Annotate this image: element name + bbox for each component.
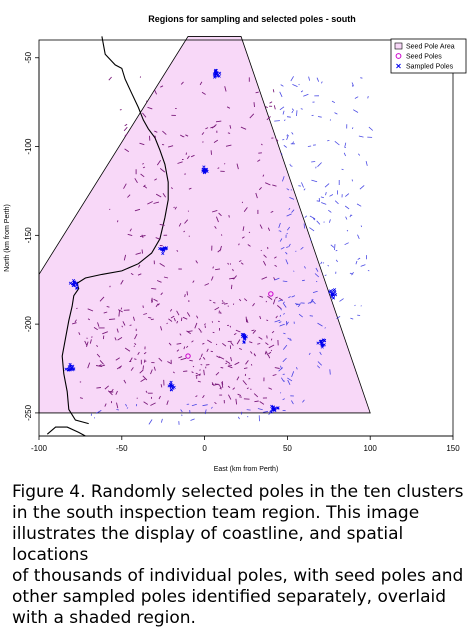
caption-line: with a shaded region. [12,608,196,628]
legend-label: Seed Poles [406,54,442,61]
caption-line: other sampled poles identified separatel… [12,587,447,607]
chart-title: Regions for sampling and selected poles … [148,14,356,24]
x-tick-label: -50 [116,444,128,453]
y-tick-label: -200 [24,316,33,333]
pole-network [71,76,374,425]
x-tick-label: 150 [446,444,460,453]
plot-area [38,36,374,437]
legend-label: Sampled Poles [406,64,454,71]
caption-line: Figure 4. Randomly selected poles in the… [12,482,464,502]
x-tick-label: 0 [202,444,207,453]
coastline-south [46,426,86,437]
seed-pole-area [38,36,371,414]
x-axis-label: East (km from Perth) [214,466,279,473]
caption-line: of thousands of individual poles, with s… [12,566,464,586]
seed-poles [185,291,274,359]
y-tick-label: -150 [24,227,33,244]
legend-label: Seed Pole Area [406,44,455,51]
y-axis: -50 -100 -150 -200 -250 [24,51,40,421]
caption-line: in the south inspection team region. Thi… [12,503,420,523]
legend-swatch-sampled [396,63,401,69]
x-tick-label: 50 [283,444,292,453]
chart-figure: Regions for sampling and selected poles … [4,14,467,473]
x-tick-label: -100 [31,444,48,453]
x-tick-label: 100 [364,444,378,453]
sampled-pole-clusters [64,68,338,414]
pole-network-inside [71,76,284,409]
pole-network-outside [90,76,374,425]
coastline [61,36,169,425]
legend-box [390,38,467,74]
figure-caption: Figure 4. Randomly selected poles in the… [12,482,472,629]
y-axis-label: North (km from Perth) [4,204,11,272]
sampled-pole-markers [64,68,338,414]
legend-swatch-seed [395,53,402,59]
y-tick-label: -250 [24,404,33,421]
legend-swatch-area [394,42,403,50]
seed-pole-marker [268,291,274,297]
caption-line: illustrates the display of coastline, an… [12,524,404,565]
y-tick-label: -50 [24,51,33,63]
legend: Seed Pole Area Seed Poles Sampled Poles [390,38,467,74]
seed-pole-marker [185,353,191,359]
y-tick-label: -100 [24,138,33,155]
x-axis: -100 -50 0 50 100 150 [31,435,460,453]
